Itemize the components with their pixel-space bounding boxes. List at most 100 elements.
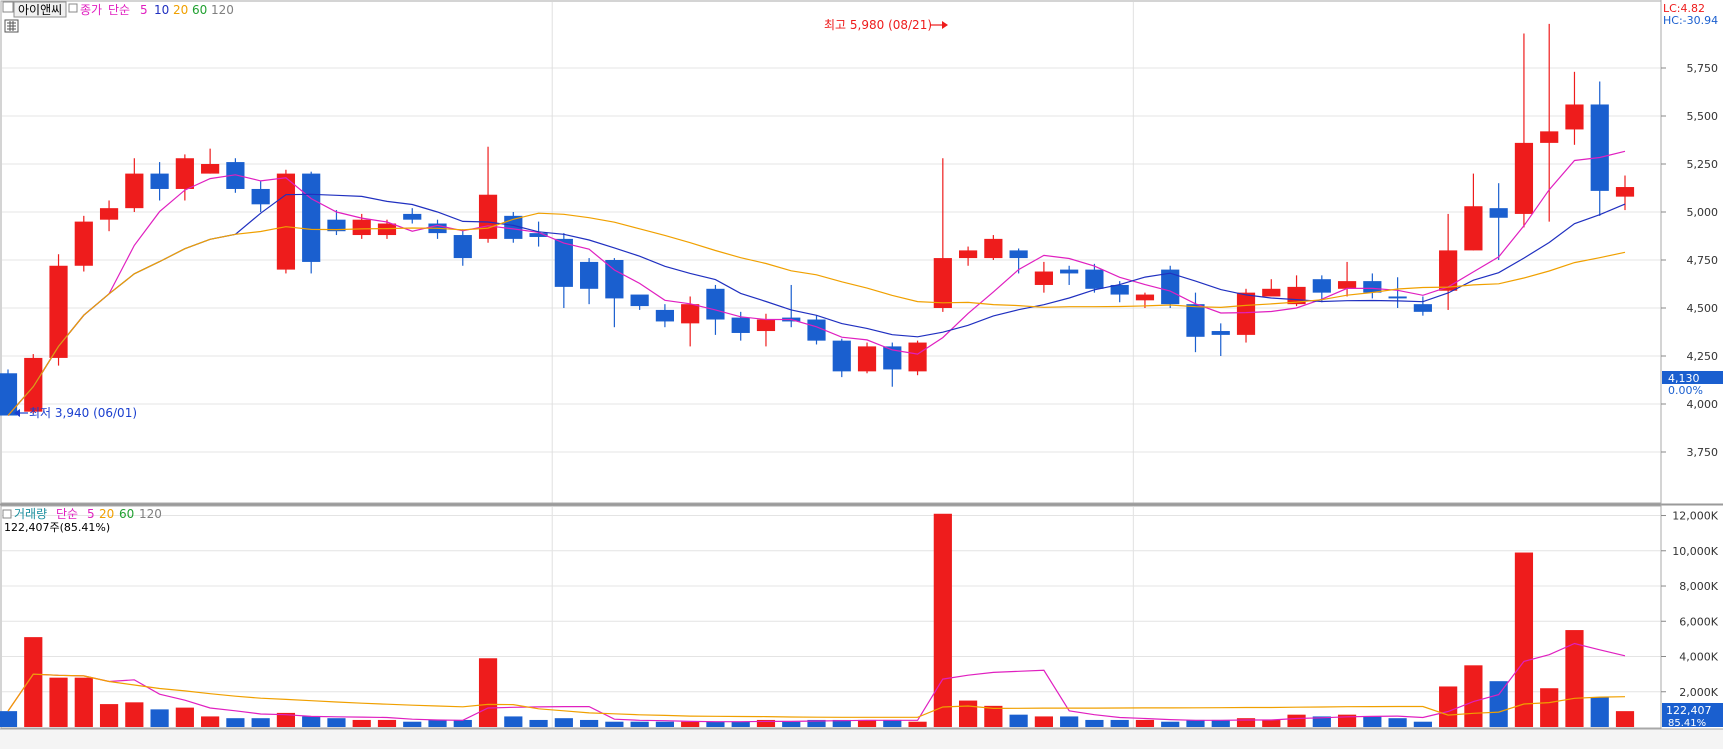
- volume-bar: [1565, 630, 1584, 727]
- ma5-legend[interactable]: 5: [140, 3, 148, 17]
- volume-bar: [453, 719, 472, 727]
- candle-body: [1262, 288, 1281, 297]
- volume-bar: [807, 719, 826, 727]
- volume-bar: [99, 704, 119, 727]
- ma60-legend[interactable]: 60: [192, 3, 207, 17]
- volume-bar: [731, 721, 750, 727]
- candle-body: [984, 238, 1003, 259]
- volume-bar: [605, 721, 624, 727]
- volume-bar: [428, 719, 447, 727]
- low-arrow-icon: [14, 409, 28, 417]
- ma20-legend[interactable]: 20: [173, 3, 188, 17]
- current-volume-value: 122,407: [1666, 704, 1712, 717]
- price-tick-label: 3,750: [1687, 446, 1719, 459]
- volume-label: 거래량: [14, 507, 47, 521]
- volume-bar: [24, 637, 43, 727]
- candle-body: [478, 194, 498, 239]
- candle-body: [1514, 142, 1534, 214]
- candle-body: [504, 215, 523, 239]
- current-change: 0.00%: [1668, 384, 1703, 397]
- stock-name-box[interactable]: [13, 1, 67, 18]
- candle-body: [1413, 304, 1432, 312]
- stock-name: 아이앤씨: [18, 3, 62, 17]
- candle-body: [352, 219, 371, 236]
- price-axis: 5,750 5,500 5,250 5,000 4,750 4,500 4,250 4,000…: [1661, 62, 1718, 459]
- volume-bar: [74, 677, 93, 727]
- volume-bar: [1337, 714, 1357, 727]
- volume-ma20-line: [7, 673, 1626, 718]
- volume-bar: [1312, 716, 1331, 727]
- candle-body: [655, 309, 675, 322]
- candle-body: [74, 221, 93, 266]
- volume-bar: [958, 700, 978, 727]
- price-tick-label: 5,250: [1687, 158, 1719, 171]
- volume-legend-icon[interactable]: [2, 509, 12, 519]
- high-annotation: 최고 5,980 (08/21): [824, 18, 932, 32]
- volume-bar: [1540, 688, 1559, 727]
- candle-body: [706, 288, 725, 320]
- volume-bar: [302, 716, 321, 727]
- vol-ma5-legend[interactable]: 5: [87, 507, 95, 521]
- volume-bar: [580, 719, 599, 727]
- volume-bar: [251, 718, 270, 727]
- candle-body: [1161, 269, 1180, 305]
- volume-ma5-line: [7, 642, 1626, 723]
- volume-bar: [1464, 665, 1483, 727]
- volume-bar: [49, 677, 68, 727]
- volume-bar: [1590, 697, 1609, 727]
- volume-tick-label: 8,000K: [1679, 580, 1718, 593]
- volume-bar: [1287, 714, 1306, 727]
- vol-ma60-legend[interactable]: 60: [119, 507, 134, 521]
- candle-body: [1464, 206, 1483, 251]
- hc-label: HC:-30.94: [1663, 14, 1718, 27]
- volume-bar: [681, 721, 700, 727]
- volume-bar: [1211, 719, 1230, 727]
- volume-bar: [706, 721, 725, 727]
- current-price-tag: [1662, 371, 1723, 384]
- candle-body: [1337, 281, 1357, 289]
- legend-toggle-icon[interactable]: [2, 1, 14, 13]
- candle-body: [1439, 250, 1458, 291]
- candle-body: [125, 173, 144, 209]
- volume-tick-label: 2,000K: [1679, 686, 1718, 699]
- volume-bar: [504, 716, 523, 727]
- candle-body: [1009, 250, 1028, 259]
- volume-bar: [201, 716, 220, 727]
- ma120-legend[interactable]: 120: [211, 3, 234, 17]
- candle-body: [1085, 269, 1104, 289]
- candle-body: [150, 173, 169, 189]
- volume-bar: [1110, 719, 1129, 727]
- volume-bar: [529, 719, 548, 727]
- candle-body: [1186, 304, 1205, 337]
- candle-body: [453, 235, 472, 259]
- volume-series[interactable]: [0, 513, 1635, 727]
- candle-body: [302, 173, 321, 262]
- ma10-legend[interactable]: 10: [154, 3, 169, 17]
- vol-ma20-legend[interactable]: 20: [99, 507, 114, 521]
- vol-ma120-legend[interactable]: 120: [139, 507, 162, 521]
- candle-body: [630, 294, 649, 307]
- volume-bar: [1615, 711, 1635, 727]
- current-volume-tag: [1662, 703, 1723, 716]
- calculator-icon[interactable]: [4, 19, 19, 33]
- candle-body: [529, 233, 548, 237]
- volume-bar: [276, 712, 296, 727]
- volume-bar: [756, 719, 776, 727]
- ma5-line: [7, 150, 1626, 416]
- candle-body: [327, 219, 346, 232]
- volume-pct-tag: [1662, 716, 1723, 727]
- volume-bar: [150, 709, 169, 727]
- volume-ma-type: 단순: [56, 507, 78, 521]
- candle-body: [681, 304, 700, 324]
- ma20-line: [7, 212, 1626, 416]
- price-legend-icon[interactable]: [68, 3, 78, 13]
- volume-tick-label: 10,000K: [1672, 545, 1718, 558]
- volume-bar: [377, 719, 397, 727]
- price-tick-label: 5,000: [1687, 206, 1719, 219]
- price-tick-label: 5,500: [1687, 110, 1719, 123]
- volume-bar: [1161, 721, 1180, 727]
- volume-bar: [1085, 719, 1104, 727]
